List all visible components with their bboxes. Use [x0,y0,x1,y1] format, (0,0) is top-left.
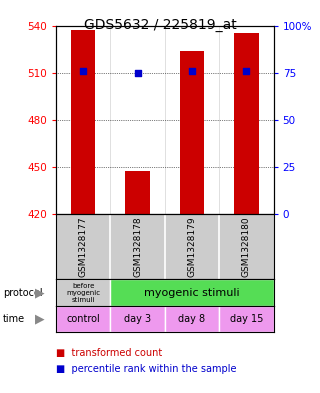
Text: ▶: ▶ [35,312,45,325]
Bar [110,306,165,332]
Text: ■  percentile rank within the sample: ■ percentile rank within the sample [56,364,236,373]
Text: before
myogenic
stimuli: before myogenic stimuli [66,283,100,303]
Text: ■  transformed count: ■ transformed count [56,348,162,358]
Point [81,68,86,74]
Text: day 3: day 3 [124,314,151,324]
Bar [180,51,204,214]
Bar [219,306,274,332]
Bar [165,306,219,332]
Text: GDS5632 / 225819_at: GDS5632 / 225819_at [84,18,236,32]
Text: GSM1328179: GSM1328179 [188,216,196,277]
Text: control: control [66,314,100,324]
Point [244,68,249,74]
Point [135,70,140,76]
Text: ▶: ▶ [35,286,45,299]
Bar [71,30,95,214]
Bar [56,306,110,332]
Point [189,68,195,74]
Text: day 15: day 15 [230,314,263,324]
Bar [56,279,110,306]
Text: day 8: day 8 [179,314,205,324]
Bar [125,171,150,214]
Bar [234,33,259,214]
Text: GSM1328177: GSM1328177 [79,216,88,277]
Text: myogenic stimuli: myogenic stimuli [144,288,240,298]
Text: GSM1328178: GSM1328178 [133,216,142,277]
Bar [110,279,274,306]
Text: protocol: protocol [3,288,43,298]
Text: GSM1328180: GSM1328180 [242,216,251,277]
Text: time: time [3,314,25,324]
